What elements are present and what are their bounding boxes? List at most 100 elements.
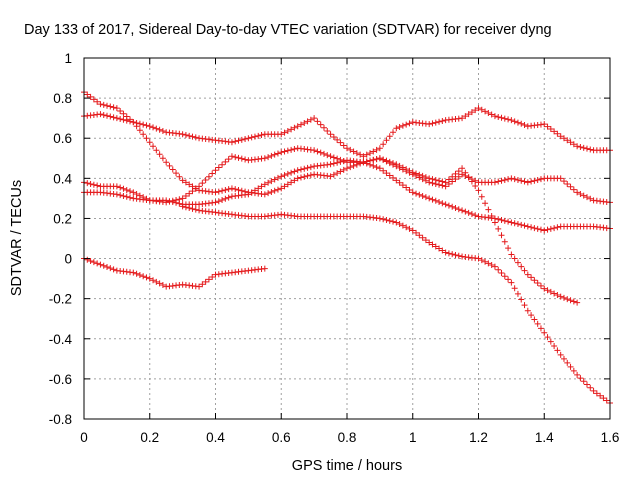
data-point — [508, 117, 515, 124]
data-point — [547, 225, 554, 232]
data-point — [159, 282, 166, 289]
data-point — [419, 192, 426, 199]
data-point — [294, 123, 301, 130]
data-point — [445, 176, 452, 183]
data-point — [511, 118, 518, 125]
data-point — [557, 175, 564, 182]
data-point — [422, 237, 429, 244]
data-point — [320, 150, 327, 157]
data-point — [396, 162, 403, 169]
data-point — [324, 152, 331, 159]
data-point — [429, 241, 436, 248]
series-satellite-a — [81, 105, 613, 160]
data-point — [291, 177, 298, 184]
data-point — [574, 371, 581, 378]
data-point — [281, 148, 288, 155]
data-point — [278, 131, 285, 138]
x-axis-label: GPS time / hours — [292, 458, 402, 474]
data-point — [541, 329, 548, 336]
data-point — [580, 192, 587, 199]
data-point — [485, 260, 492, 267]
data-point — [176, 173, 183, 180]
y-tick-label: -0.8 — [49, 412, 72, 427]
data-point — [406, 120, 413, 127]
data-point — [301, 119, 308, 126]
data-point — [583, 194, 590, 201]
data-point — [268, 152, 275, 159]
y-tick-label: 1 — [64, 51, 72, 66]
data-point — [380, 216, 387, 223]
data-point — [127, 188, 134, 195]
data-point — [396, 179, 403, 186]
data-point — [153, 125, 160, 132]
data-point — [130, 119, 137, 126]
data-point — [173, 196, 180, 203]
data-point — [452, 251, 459, 258]
data-point — [291, 146, 298, 153]
data-point — [524, 271, 531, 278]
data-point — [84, 180, 91, 187]
data-point — [393, 219, 400, 226]
data-point — [396, 221, 403, 228]
data-point — [393, 177, 400, 184]
data-point — [84, 256, 91, 263]
data-point — [495, 113, 502, 120]
data-point — [475, 105, 482, 112]
data-point — [228, 153, 235, 160]
data-point — [376, 155, 383, 162]
data-point — [560, 178, 567, 185]
data-point — [429, 196, 436, 203]
data-point — [186, 190, 193, 197]
data-point — [459, 207, 466, 214]
data-point — [222, 186, 229, 193]
data-point — [130, 189, 137, 196]
data-point — [169, 197, 176, 204]
data-point — [528, 178, 535, 185]
data-point — [363, 151, 370, 158]
data-point — [587, 146, 594, 153]
data-point — [143, 274, 150, 281]
data-point — [179, 177, 186, 184]
data-point — [452, 176, 459, 183]
data-point — [590, 387, 597, 394]
data-point — [521, 267, 528, 274]
data-point — [159, 155, 166, 162]
y-tick-label: -0.2 — [49, 292, 72, 307]
data-point — [472, 182, 479, 189]
data-point — [110, 266, 117, 273]
data-point — [186, 132, 193, 139]
data-point — [192, 185, 199, 192]
data-point — [528, 224, 535, 231]
data-point — [248, 189, 255, 196]
data-point — [587, 384, 594, 391]
data-point — [281, 129, 288, 136]
data-point — [570, 298, 577, 305]
data-point — [205, 276, 212, 283]
data-point — [94, 260, 101, 267]
data-point — [156, 151, 163, 158]
data-point — [416, 232, 423, 239]
y-tick-label: 0.8 — [53, 91, 72, 106]
data-point — [518, 120, 525, 127]
data-point — [179, 195, 186, 202]
data-point — [426, 175, 433, 182]
data-point — [238, 136, 245, 143]
data-point — [166, 162, 173, 169]
data-point — [462, 208, 469, 215]
data-point — [169, 166, 176, 173]
data-point — [123, 113, 130, 120]
data-point — [445, 250, 452, 257]
data-point — [491, 263, 498, 270]
data-point — [232, 138, 239, 145]
data-point — [284, 147, 291, 154]
data-point — [537, 226, 544, 233]
data-point — [327, 161, 334, 168]
data-point — [209, 170, 216, 177]
data-point — [136, 272, 143, 279]
data-point — [557, 351, 564, 358]
data-point — [534, 176, 541, 183]
data-point — [261, 181, 268, 188]
data-point — [330, 171, 337, 178]
data-point — [403, 184, 410, 191]
